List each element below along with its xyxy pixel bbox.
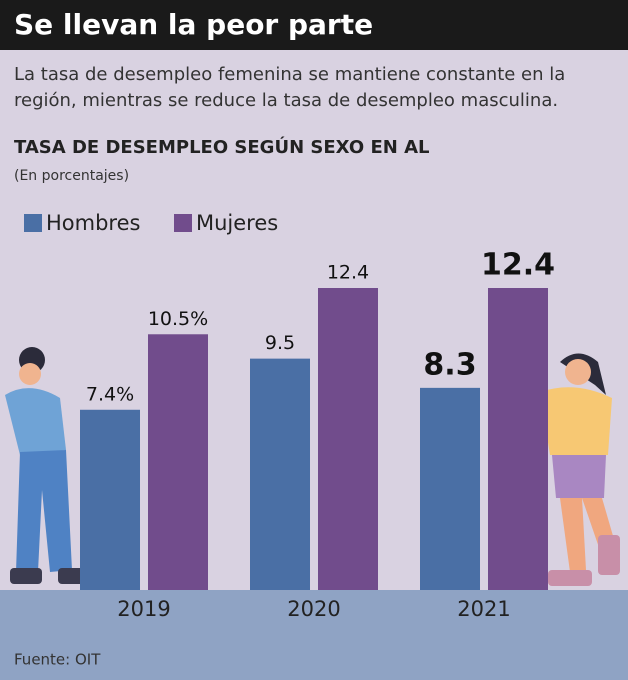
- source: Fuente: OIT: [14, 651, 101, 669]
- bar: [488, 288, 548, 590]
- subtitle: La tasa de desempleo femenina se mantien…: [14, 64, 566, 111]
- x-tick-label: 2019: [117, 597, 170, 621]
- unit-note: (En porcentajes): [14, 168, 129, 184]
- value-label: 12.4: [481, 248, 555, 283]
- value-label: 8.3: [423, 347, 476, 382]
- bar: [250, 358, 310, 590]
- value-label: 9.5: [265, 332, 295, 354]
- legend-label: Hombres: [46, 211, 140, 235]
- bar: [318, 288, 378, 590]
- value-label: 10.5%: [148, 308, 208, 330]
- title: Se llevan la peor parte: [14, 8, 373, 41]
- bar: [80, 409, 140, 590]
- legend-label: Mujeres: [196, 211, 278, 235]
- floor-band: [0, 590, 628, 680]
- bar: [148, 334, 208, 590]
- legend-swatch: [174, 214, 192, 232]
- bar: [420, 387, 480, 590]
- legend-swatch: [24, 214, 42, 232]
- chart-title: TASA DE DESEMPLEO SEGÚN SEXO EN AL: [14, 136, 430, 158]
- value-label: 7.4%: [86, 383, 134, 405]
- value-label: 12.4: [327, 262, 369, 284]
- subtitle-box: La tasa de desempleo femenina se mantien…: [14, 64, 566, 111]
- x-tick-label: 2020: [287, 597, 340, 621]
- man-illustration: [5, 347, 102, 584]
- x-tick-label: 2021: [457, 597, 510, 621]
- title-bar: [0, 0, 628, 50]
